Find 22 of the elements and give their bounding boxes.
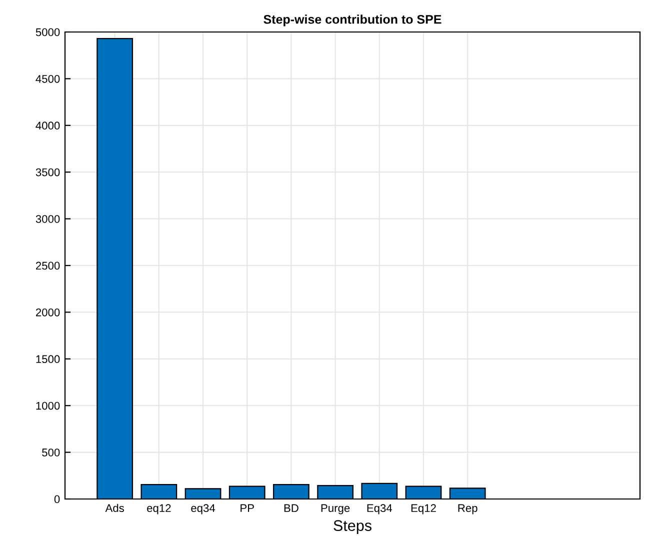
x-tick-label: BD bbox=[284, 504, 298, 512]
x-tick-label: eq34 bbox=[191, 504, 216, 514]
y-tick-label: 3000 bbox=[36, 215, 60, 223]
y-tick-label: 2000 bbox=[36, 308, 60, 316]
y-tick-label: 500 bbox=[42, 448, 60, 456]
chart-title: Step-wise contribution to SPE bbox=[264, 14, 442, 26]
y-tick-label: 2500 bbox=[36, 262, 60, 270]
y-tick-label: 1000 bbox=[36, 402, 60, 410]
x-tick-label: eq12 bbox=[147, 504, 171, 514]
x-tick-label: Purge bbox=[321, 504, 350, 514]
y-tick-label: 1500 bbox=[36, 355, 60, 364]
y-tick-label: 5000 bbox=[36, 28, 60, 36]
y-tick-label: 4500 bbox=[36, 74, 60, 83]
x-tick-label: Eq34 bbox=[367, 504, 392, 514]
y-tick-label: 4000 bbox=[36, 122, 60, 130]
y-tick-label: 0 bbox=[54, 495, 60, 504]
y-tick-label: 3500 bbox=[36, 168, 60, 176]
x-tick-label: PP bbox=[240, 504, 254, 512]
x-tick-label: Rep bbox=[458, 504, 478, 514]
x-tick-label: Eq12 bbox=[411, 504, 436, 514]
x-axis-title: Steps bbox=[334, 520, 372, 534]
x-tick-label: Ads bbox=[105, 504, 124, 512]
